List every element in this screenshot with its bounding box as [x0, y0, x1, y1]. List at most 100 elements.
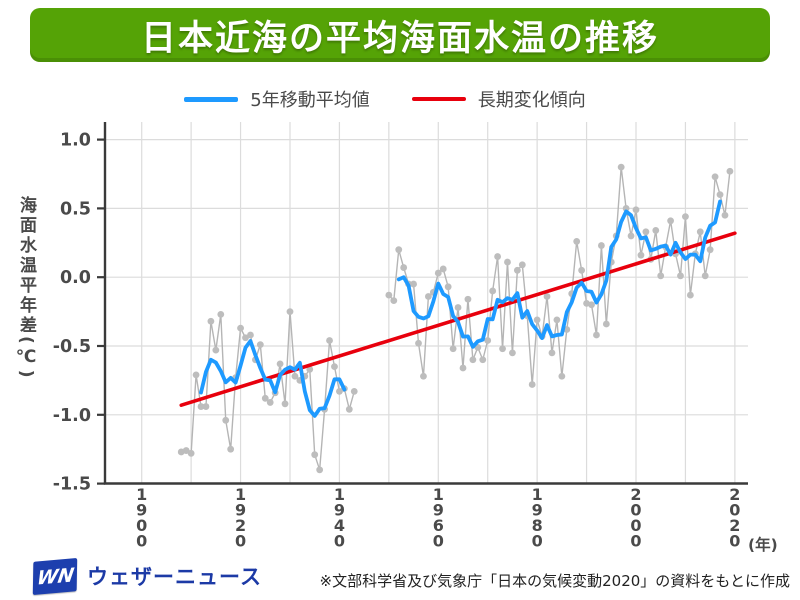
annual-value-dot	[637, 251, 645, 259]
annual-value-dot	[291, 372, 299, 380]
y-tick-label: 0.5	[60, 199, 91, 219]
annual-value-dot	[597, 242, 605, 249]
wn-logo-text: WN	[34, 563, 76, 589]
annual-value-dot	[533, 316, 541, 324]
annual-value-dot	[449, 345, 457, 353]
annual-value-dot	[247, 331, 254, 339]
annual-value-dot	[454, 304, 462, 311]
annual-value-dot	[716, 191, 724, 199]
source-attribution: ※文部科学省及び気象庁「日本の気候変動2020」の資料をもとに作成	[319, 572, 790, 590]
annual-value-dot	[202, 403, 210, 410]
annual-value-dot	[350, 388, 358, 395]
annual-value-dot	[424, 293, 432, 300]
annual-value-dot	[286, 308, 294, 315]
annual-value-dot	[410, 280, 417, 288]
moving-average-line	[199, 339, 347, 418]
annual-value-dot	[345, 405, 353, 413]
x-axis-unit-label: (年)	[748, 535, 778, 554]
annual-value-dot	[484, 337, 492, 344]
annual-value-dot	[306, 365, 314, 373]
annual-value-dot	[242, 334, 249, 342]
annual-value-dot	[513, 266, 521, 274]
annual-value-dot	[528, 381, 536, 388]
annual-value-dot	[706, 246, 714, 254]
annual-value-dot	[395, 246, 403, 254]
annual-value-dot	[504, 258, 511, 266]
annual-value-dot	[237, 324, 244, 332]
annual-value-dot	[385, 291, 393, 299]
annual-value-dot	[588, 301, 595, 309]
annual-value-dot	[256, 341, 264, 349]
annual-value-dot	[197, 403, 205, 410]
annual-value-dot	[543, 293, 551, 300]
annual-value-dot	[459, 364, 467, 372]
annual-value-dot	[489, 287, 497, 295]
y-tick-label: -1.0	[53, 406, 91, 426]
page-title: 日本近海の平均海面水温の推移	[140, 18, 659, 59]
moving-average-line-swatch	[184, 96, 239, 102]
annual-value-dot	[311, 451, 319, 459]
annual-values-line	[181, 310, 355, 471]
annual-value-dot	[192, 371, 200, 379]
annual-value-dot	[711, 173, 719, 181]
annual-value-dot	[627, 232, 635, 240]
annual-values-line	[388, 166, 731, 386]
annual-value-dot	[657, 272, 665, 280]
title-banner: 日本近海の平均海面水温の推移	[30, 8, 770, 62]
legend-moving-average-label: 5年移動平均値	[250, 90, 370, 111]
wn-logo-icon: WN	[32, 557, 78, 595]
annual-value-dot	[558, 372, 566, 380]
annual-value-dot	[667, 217, 675, 225]
annual-value-dot	[261, 394, 269, 402]
annual-value-dot	[469, 356, 477, 364]
annual-value-dot	[336, 388, 343, 395]
annual-value-dot	[617, 163, 625, 171]
annual-value-dot	[593, 331, 600, 339]
annual-value-dot	[686, 291, 694, 299]
y-tick-label: -0.5	[53, 337, 91, 357]
chart-legend: 5年移動平均値 長期変化傾向	[105, 86, 665, 112]
annual-value-dot	[227, 445, 235, 453]
annual-value-dot	[217, 310, 225, 318]
annual-value-dot	[464, 295, 472, 303]
annual-value-dot	[509, 349, 516, 357]
annual-value-dot	[182, 447, 190, 454]
annual-value-dot	[682, 213, 689, 221]
legend-item-moving-average: 5年移動平均値	[184, 86, 370, 112]
brand-name: ウェザーニュース	[87, 565, 262, 589]
annual-value-dot	[632, 206, 640, 214]
annual-value-dot	[721, 211, 729, 219]
annual-value-dot	[573, 238, 581, 245]
legend-trend-label: 長期変化傾向	[477, 90, 586, 111]
annual-value-dot	[578, 266, 586, 274]
moving-average-line	[396, 199, 722, 349]
annual-value-dot	[222, 416, 230, 424]
weathernews-logo: WN ウェザーニュース	[32, 556, 262, 596]
annual-value-dot	[326, 337, 333, 344]
annual-value-dot	[622, 205, 630, 212]
annual-value-dot	[479, 356, 487, 364]
annual-value-dot	[187, 449, 195, 457]
annual-value-dot	[642, 228, 650, 236]
y-tick-label: 1.0	[60, 131, 91, 151]
annual-value-dot	[415, 339, 422, 347]
annual-value-dot	[316, 466, 324, 474]
annual-value-dot	[420, 372, 427, 380]
annual-value-dot	[652, 227, 660, 234]
trend-line-swatch	[411, 97, 466, 101]
annual-value-dot	[499, 345, 506, 353]
y-tick-label: -1.5	[53, 475, 91, 495]
annual-value-dot	[494, 253, 501, 260]
annual-value-dot	[518, 261, 526, 269]
annual-value-dot	[602, 320, 610, 328]
annual-value-dot	[444, 283, 452, 291]
annual-value-dot	[331, 363, 338, 371]
annual-value-dot	[439, 265, 447, 273]
annual-value-dot	[266, 399, 274, 406]
annual-value-dot	[390, 297, 398, 304]
annual-value-dot	[701, 272, 709, 280]
